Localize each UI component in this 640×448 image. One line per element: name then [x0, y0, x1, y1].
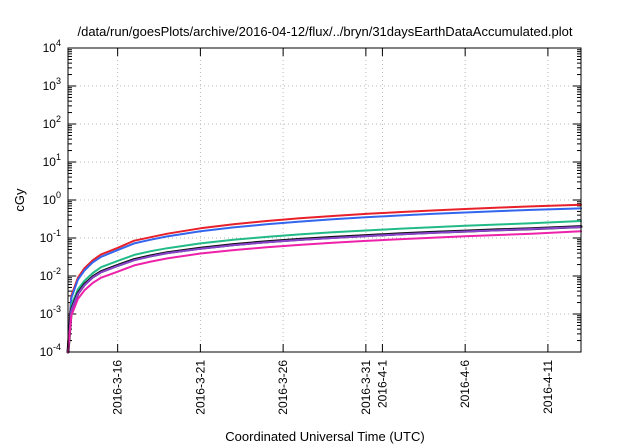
x-tick-label: 2016-4-11: [541, 360, 555, 414]
x-tick-label: 2016-4-6: [458, 360, 472, 408]
chart-title: /data/run/goesPlots/archive/2016-04-12/f…: [77, 24, 572, 39]
y-tick-label: 104: [43, 38, 61, 55]
y-tick-label: 102: [43, 114, 61, 131]
series-line-2: [67, 207, 582, 349]
y-tick-label: 103: [43, 76, 61, 93]
x-tick-label: 2016-3-16: [111, 360, 125, 415]
y-axis-label: cGy: [12, 188, 27, 212]
y-tick-label: 10-1: [40, 228, 61, 245]
y-tick-label: 10-2: [40, 266, 61, 283]
x-tick-label: 2016-3-21: [193, 360, 207, 415]
x-tick-label: 2016-3-26: [276, 360, 290, 415]
y-tick-label: 10-3: [40, 304, 61, 321]
y-tick-label: 101: [43, 152, 61, 169]
series-line-3: [67, 220, 582, 352]
y-tick-label: 100: [43, 190, 61, 207]
series-line-5: [67, 226, 582, 353]
data-series: [66, 203, 583, 354]
series-line-4: [66, 225, 583, 354]
x-tick-labels: 2016-3-16 2016-3-21 2016-3-26 2016-3-31 2016…: [111, 360, 555, 415]
grid-lines: [68, 48, 581, 352]
y-tick-labels: 10-4 10-3 10-2 10-1 100 101 102 103 104: [40, 38, 61, 359]
y-tick-label: 10-4: [40, 342, 61, 359]
series-line-1: [67, 203, 582, 347]
x-tick-label: 2016-3-31: [359, 360, 373, 415]
series-line-6: [67, 230, 582, 353]
x-tick-label: 2016-4-1: [375, 360, 389, 408]
plot-frame: [67, 47, 582, 353]
x-axis-label: Coordinated Universal Time (UTC): [225, 429, 424, 444]
